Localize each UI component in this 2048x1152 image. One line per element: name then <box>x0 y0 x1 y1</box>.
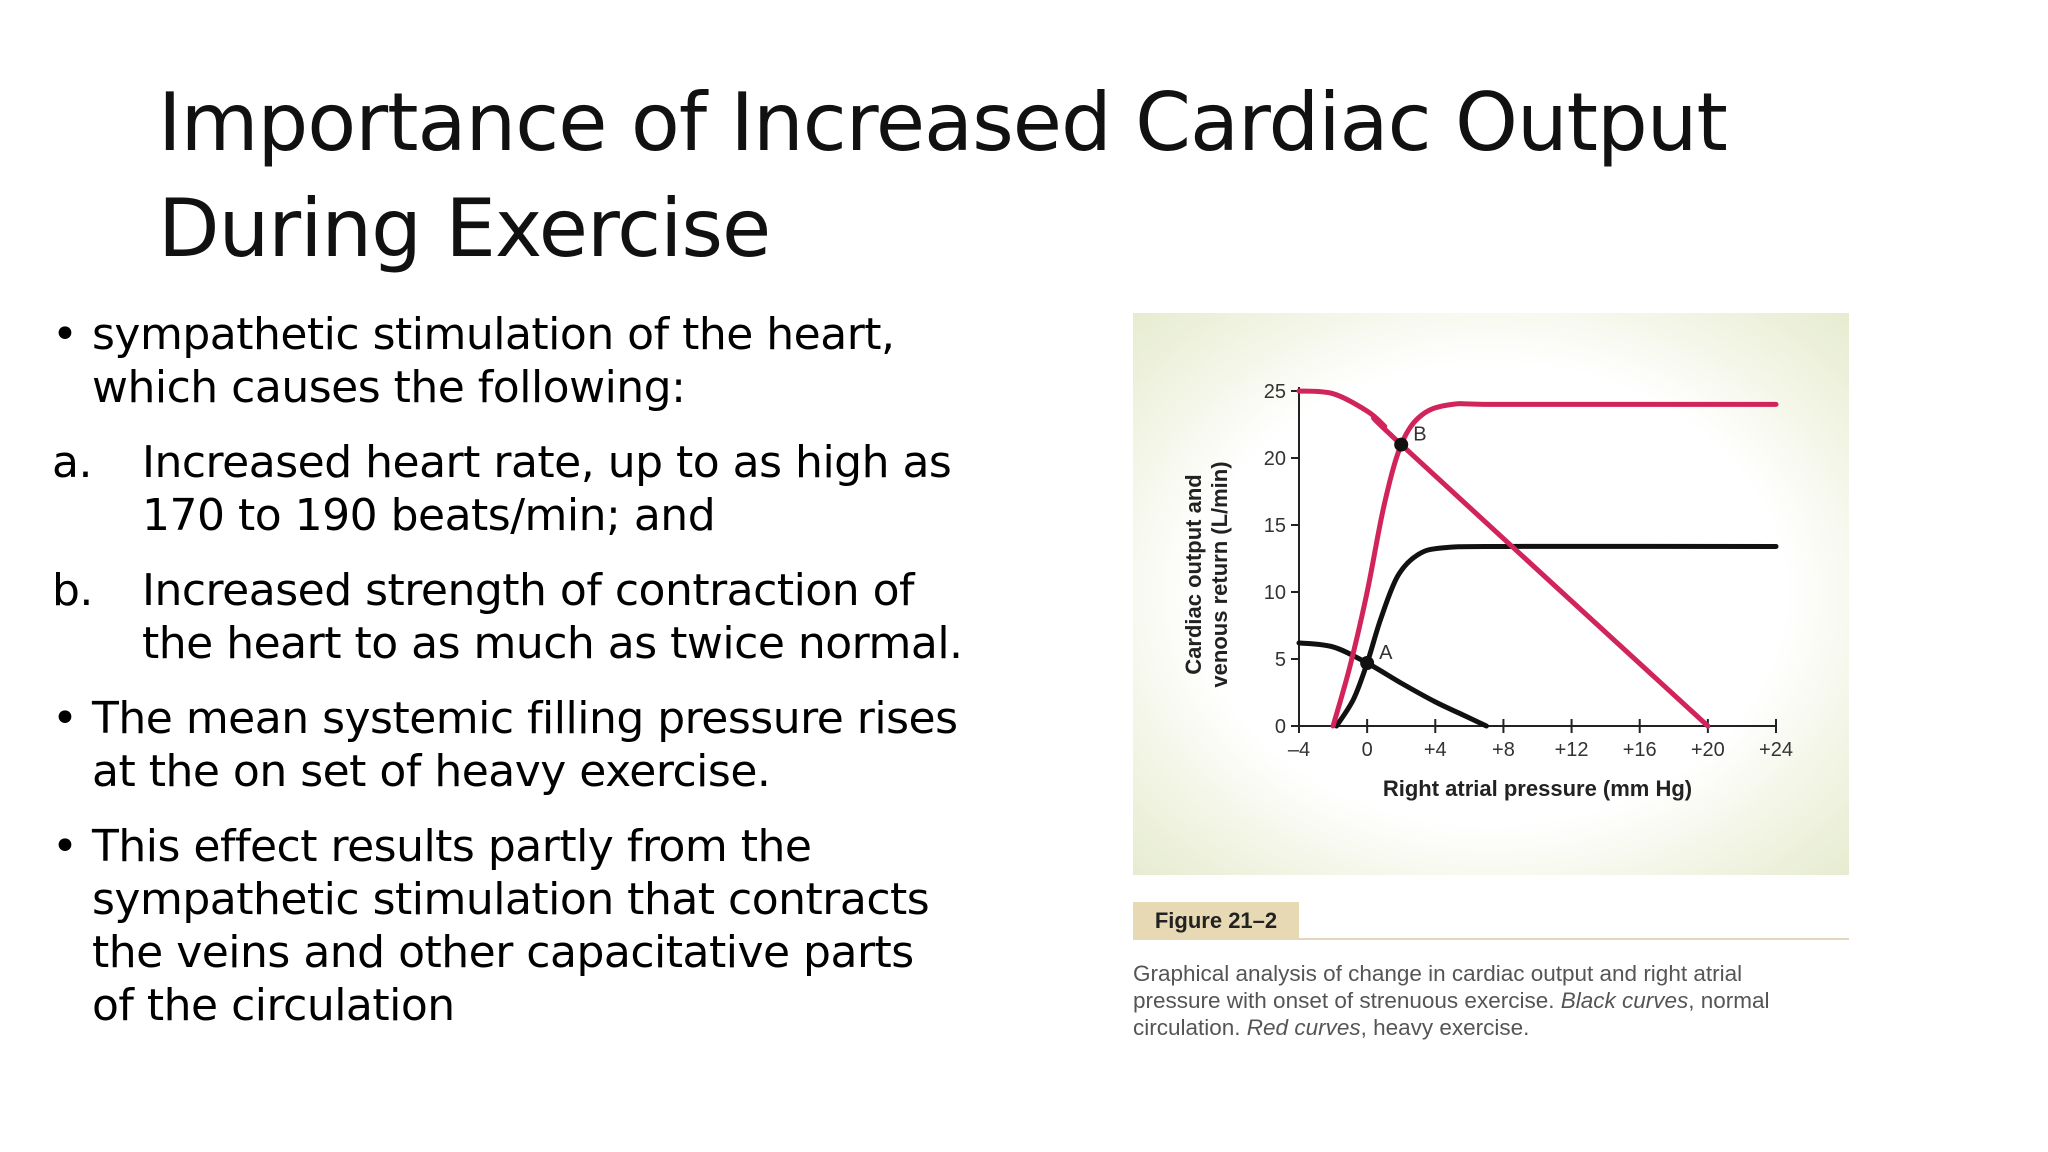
x-tick-label: +24 <box>1759 739 1793 761</box>
caption-line-2: pressure with onset of strenuous exercis… <box>1133 988 1770 1013</box>
list-item-text: The mean systemic filling pressure rises <box>92 693 958 744</box>
bullet-marker: • <box>52 693 78 744</box>
x-tick-label: +8 <box>1492 739 1515 761</box>
bullet-marker: • <box>52 821 78 872</box>
caption-line-3: circulation. Red curves, heavy exercise. <box>1133 1015 1530 1040</box>
series-line-normal-cardiac-output <box>1333 543 1779 729</box>
list-item-text: of the circulation <box>92 980 455 1031</box>
list-item-text: the heart to as much as twice normal. <box>142 618 963 669</box>
list-item: • This effect results partly from the sy… <box>52 820 1032 1032</box>
x-tick-label: +4 <box>1424 739 1447 761</box>
list-item-text: Increased strength of contraction of <box>142 565 915 616</box>
list-item-text: at the on set of heavy exercise. <box>92 746 771 797</box>
point-label: B <box>1413 424 1426 446</box>
title-line-1: Importance of Increased Cardiac Output <box>158 76 1728 169</box>
bullet-marker: • <box>52 309 78 360</box>
title-line-2: During Exercise <box>158 182 771 275</box>
y-axis-label: Cardiac output andvenous return (L/min) <box>1181 461 1232 687</box>
y-tick-label: 25 <box>1264 381 1286 403</box>
y-tick-label: 0 <box>1275 716 1286 738</box>
x-tick-label: 0 <box>1362 739 1373 761</box>
list-item-text: which causes the following: <box>92 362 686 413</box>
list-item-text: Increased heart rate, up to as high as <box>142 437 952 488</box>
list-item: a. Increased heart rate, up to as high a… <box>52 436 1032 542</box>
letter-marker: a. <box>52 437 92 488</box>
list-item-text: 170 to 190 beats/min; and <box>142 490 716 541</box>
figure-caption: Graphical analysis of change in cardiac … <box>1133 960 1853 1041</box>
list-item-text: sympathetic stimulation that contracts <box>92 874 930 925</box>
x-tick-label: +20 <box>1691 739 1725 761</box>
point-a <box>1360 656 1375 671</box>
x-tick-label: +16 <box>1623 739 1657 761</box>
point-b <box>1394 437 1409 452</box>
y-tick-label: 5 <box>1275 649 1286 671</box>
series-line-exercise-venous-return <box>1296 388 1711 729</box>
x-tick-label: –4 <box>1288 739 1310 761</box>
y-tick-label: 20 <box>1264 448 1286 470</box>
list-item-text: sympathetic stimulation of the heart, <box>92 309 895 360</box>
list-item-text: the veins and other capacitative parts <box>92 927 914 978</box>
series-line-exercise-cardiac-output <box>1330 401 1779 729</box>
list-item: b. Increased strength of contraction of … <box>52 564 1032 670</box>
x-axis-label: Right atrial pressure (mm Hg) <box>1383 776 1692 801</box>
list-item-text: This effect results partly from the <box>92 821 812 872</box>
figure-divider <box>1133 938 1849 940</box>
body-list: • sympathetic stimulation of the heart, … <box>52 308 1032 1054</box>
list-item: • sympathetic stimulation of the heart, … <box>52 308 1032 414</box>
list-item: • The mean systemic filling pressure ris… <box>52 692 1032 798</box>
series-line-normal-venous-return <box>1296 640 1489 729</box>
point-label: A <box>1379 642 1393 664</box>
figure-label: Figure 21–2 <box>1133 902 1299 940</box>
slide-title: Importance of Increased Cardiac Output D… <box>158 70 1758 282</box>
letter-marker: b. <box>52 565 93 616</box>
y-tick-label: 15 <box>1264 515 1286 537</box>
caption-line-1: Graphical analysis of change in cardiac … <box>1133 961 1743 986</box>
x-tick-label: +12 <box>1555 739 1589 761</box>
y-tick-label: 10 <box>1264 582 1286 604</box>
